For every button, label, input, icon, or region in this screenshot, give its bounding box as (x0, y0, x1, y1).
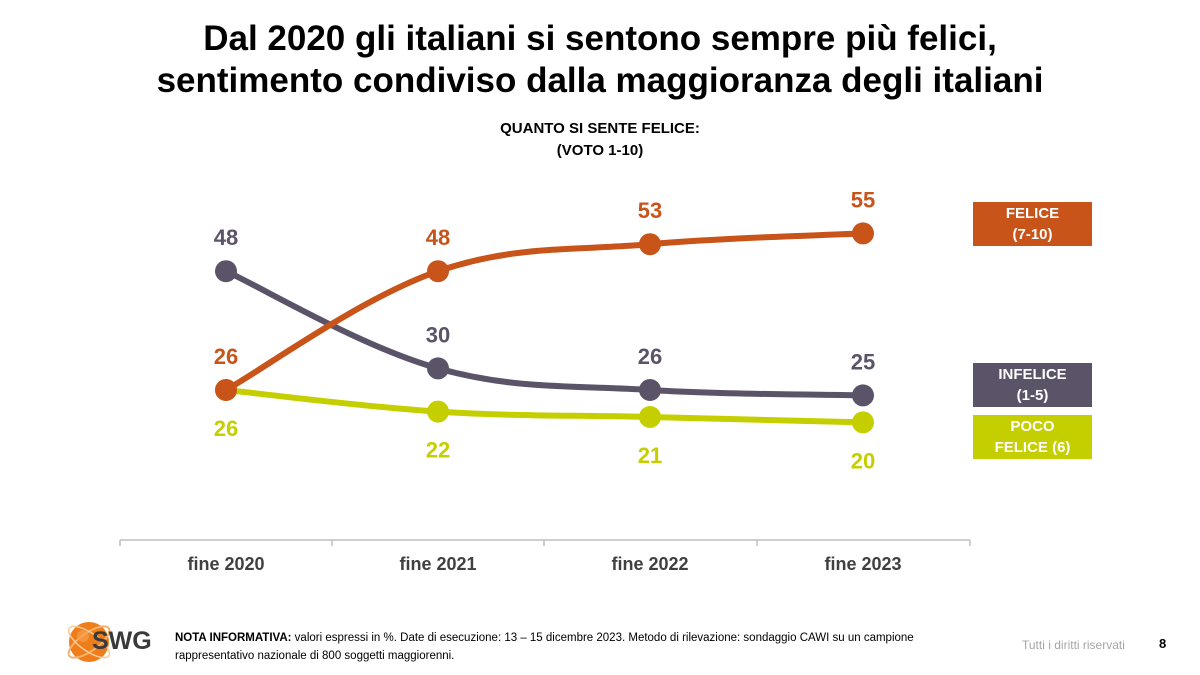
page-title-line-2: sentimento condiviso dalla maggioranza d… (156, 61, 1044, 100)
page-title-line-1: Dal 2020 gli italiani si sentono sempre … (203, 19, 997, 58)
footnote-text-1: valori espressi in %. Date di esecuzione… (291, 632, 914, 644)
x-tick-label-0: fine 2020 (187, 554, 264, 574)
data-point-infelice-3 (852, 384, 874, 407)
x-tick-label-1: fine 2021 (399, 554, 476, 574)
data-label-felice-2: 53 (638, 198, 662, 223)
data-label-infelice-3: 25 (851, 349, 875, 374)
series-line-felice (223, 230, 866, 393)
data-point-felice-2 (639, 233, 661, 256)
x-tick-label-2: fine 2022 (611, 554, 688, 574)
legend-poco-felice: POCO FELICE (6) (973, 415, 1092, 459)
x-tick-label-3: fine 2023 (824, 554, 901, 574)
legend-infelice: INFELICE (1-5) (973, 363, 1092, 407)
footnote: NOTA INFORMATIVA: valori espressi in %. … (175, 629, 975, 665)
data-point-infelice-0 (215, 260, 237, 283)
data-label-felice-3: 55 (851, 187, 875, 212)
data-point-infelice-2 (639, 379, 661, 401)
chart-title-line-1: QUANTO SI SENTE FELICE: (500, 120, 700, 137)
swg-globe-icon (67, 622, 111, 662)
page-number: 8 (1159, 636, 1167, 651)
data-point-felice-3 (852, 222, 874, 245)
data-point-felice-0 (215, 379, 237, 401)
footnote-text-2: rappresentativo nazionale di 800 soggett… (175, 650, 455, 662)
data-point-poco-3 (852, 411, 874, 434)
legend-poco-felice-line-1: POCO (1010, 418, 1055, 435)
data-point-poco-2 (639, 406, 661, 428)
data-point-infelice-1 (427, 357, 449, 380)
rights-text: Tutti i diritti riservati (1022, 638, 1125, 652)
legend-felice-line-1: FELICE (1005, 205, 1060, 222)
data-point-felice-1 (427, 260, 449, 283)
data-label-poco-0: 26 (214, 416, 238, 441)
chart-title: QUANTO SI SENTE FELICE: (VOTO 1-10) (450, 118, 750, 162)
legend-infelice-line-2: (1-5) (1016, 387, 1049, 404)
data-label-infelice-2: 26 (638, 344, 662, 369)
legend-felice: FELICE (7-10) (973, 202, 1092, 246)
data-point-poco-1 (427, 400, 449, 423)
series-line-infelice (223, 268, 866, 399)
chart-title-line-2: (VOTO 1-10) (556, 142, 644, 159)
data-label-felice-0: 26 (214, 344, 238, 369)
footnote-label: NOTA INFORMATIVA: (175, 632, 292, 644)
swg-logo-text: SWG (92, 627, 152, 655)
legend-felice-line-2: (7-10) (1012, 226, 1053, 243)
data-label-felice-1: 48 (426, 225, 450, 250)
series-line-poco (223, 387, 866, 426)
page-title: Dal 2020 gli italiani si sentono sempre … (0, 18, 1200, 102)
legend-infelice-line-1: INFELICE (998, 366, 1067, 383)
data-label-poco-1: 22 (426, 438, 450, 463)
data-label-poco-3: 20 (851, 448, 875, 473)
data-label-infelice-0: 48 (214, 225, 238, 250)
data-label-infelice-1: 30 (426, 322, 450, 347)
legend-poco-felice-line-2: FELICE (6) (994, 439, 1071, 456)
data-label-poco-2: 21 (638, 443, 662, 468)
